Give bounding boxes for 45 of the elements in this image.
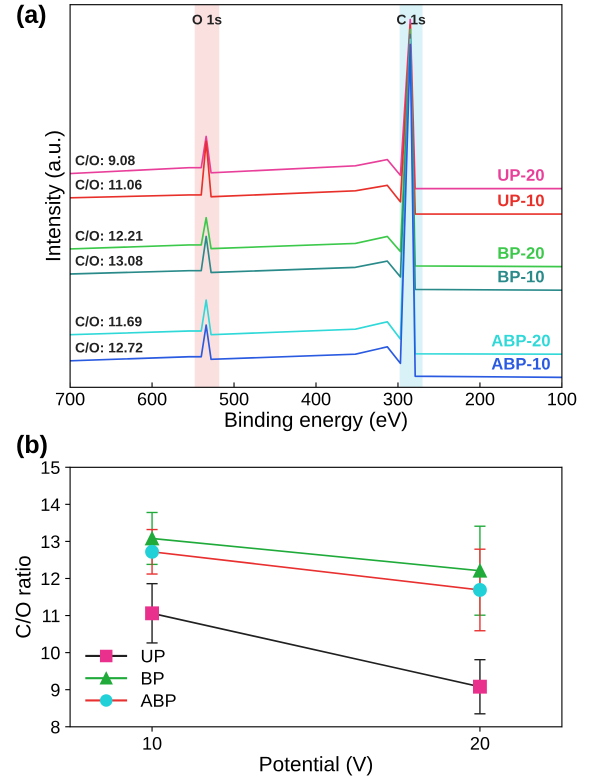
series-label: ABP-10 (492, 358, 550, 370)
annotation: C/O: 9.08 (76, 155, 135, 166)
point (472, 583, 487, 597)
x-tick-label: 300 (384, 392, 412, 406)
annotation: C/O: 11.06 (76, 179, 142, 190)
point (145, 531, 160, 546)
x-axis-title: Binding energy (eV) (226, 412, 407, 432)
annotation: C/O: 13.08 (76, 256, 143, 266)
y-axis-title: Intensity (a.u.) (45, 131, 65, 260)
annotation: C/O: 12.72 (76, 342, 142, 353)
x-axis-title: Potential (V) (260, 756, 372, 776)
x-tick-label: 600 (138, 392, 166, 406)
legend-label: ABP (140, 694, 176, 707)
chart-title: (b) (17, 434, 47, 458)
series-label: BP-10 (498, 270, 544, 282)
x-tick-label: 500 (220, 392, 248, 406)
series-label: ABP-20 (492, 334, 550, 346)
y-tick-label: 15 (42, 461, 60, 474)
series-label: UP-20 (498, 169, 544, 181)
chart-title: (a) (17, 4, 46, 28)
annotation: C/O: 11.69 (76, 316, 142, 327)
point (472, 564, 487, 578)
x-tick-label: 400 (301, 392, 330, 406)
point (145, 606, 160, 620)
x-tick-label: 200 (466, 392, 494, 406)
y-tick-label: 12 (42, 572, 60, 586)
y-tick-label: 8 (51, 720, 60, 734)
band-label: O 1s (192, 14, 222, 24)
legend-label: BP (142, 672, 164, 685)
series-label: BP-20 (498, 247, 544, 259)
band-label: C 1s (396, 14, 426, 24)
point (472, 680, 487, 694)
y-tick-label: 11 (42, 610, 60, 622)
x-tick-label: 20 (470, 736, 490, 750)
y-tick-label: 9 (51, 684, 60, 696)
y-axis-title: C/O ratio (15, 556, 31, 638)
y-tick-label: 10 (42, 646, 60, 660)
point (145, 544, 160, 559)
y-tick-label: 14 (42, 498, 60, 511)
legend-label: UP (142, 650, 165, 662)
series-label: UP-10 (498, 194, 544, 206)
x-tick-label: 100 (548, 392, 576, 406)
annotation: C/O: 12.21 (76, 230, 143, 241)
y-tick-label: 13 (42, 535, 60, 548)
x-tick-label: 700 (56, 392, 84, 406)
